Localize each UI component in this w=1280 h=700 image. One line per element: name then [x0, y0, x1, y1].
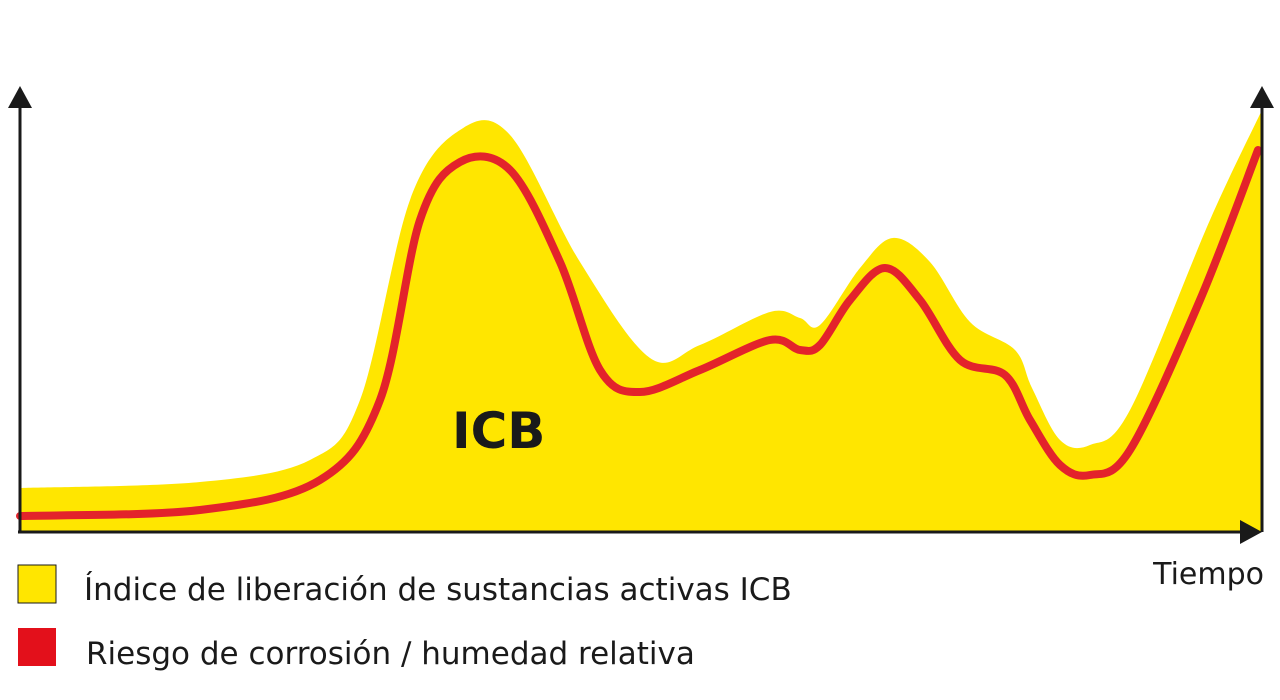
left-axis-arrow — [8, 86, 32, 108]
legend-label: Riesgo de corrosión / humedad relativa — [86, 636, 695, 672]
icb-area — [20, 110, 1262, 532]
right-axis-arrow — [1250, 86, 1274, 108]
legend-swatch — [17, 564, 57, 604]
corrosion-curve — [16, 146, 1262, 520]
legend-label: Índice de liberación de sustancias activ… — [84, 572, 792, 608]
x-axis-label: Tiempo — [1152, 557, 1264, 592]
area-label: ICB — [452, 402, 545, 460]
x-axis-arrow — [1240, 520, 1262, 544]
legend-swatch — [18, 628, 56, 666]
